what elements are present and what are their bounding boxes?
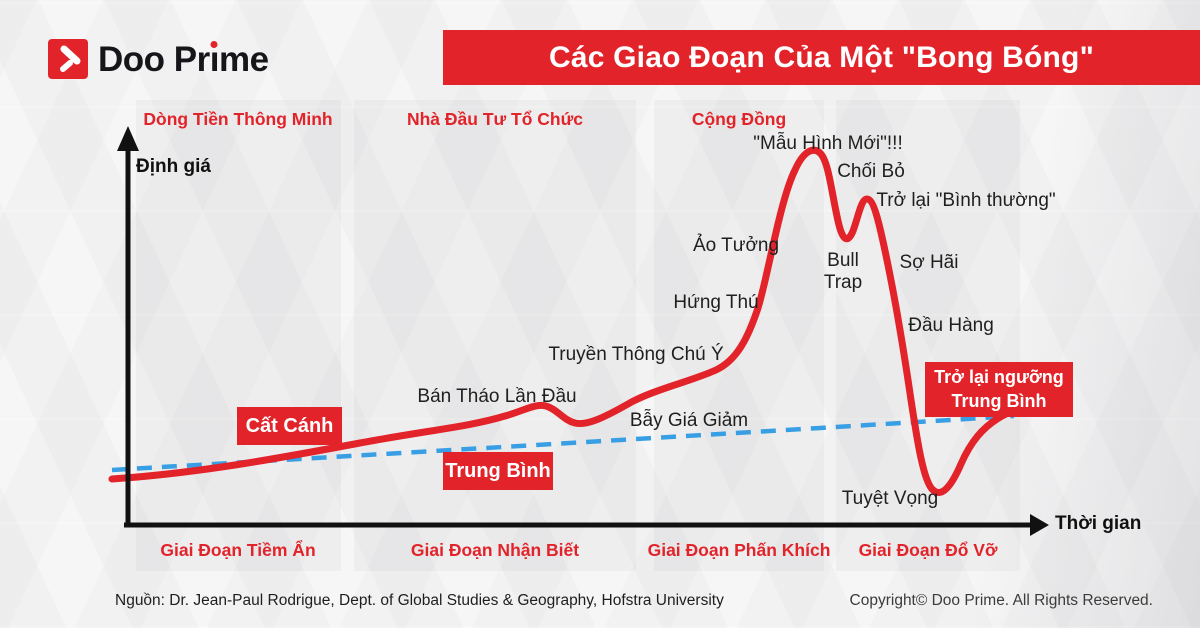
- top-phase-public: Cộng Đồng: [691, 109, 787, 129]
- bottom-phase-awareness: Giai Đoạn Nhận Biết: [410, 540, 580, 560]
- callout-mean: Trung Bình: [443, 452, 553, 490]
- annotation-media-attention: Truyền Thông Chú Ý: [548, 344, 724, 366]
- annotation-first-sell-off: Bán Tháo Lần Đầu: [417, 386, 577, 408]
- annotation-enthusiasm: Hứng Thú: [673, 292, 759, 314]
- y-axis-arrowhead: [117, 126, 139, 151]
- annotation-denial: Chối Bỏ: [837, 161, 905, 183]
- brand-wordmark: Doo Prıme: [98, 42, 269, 77]
- top-phase-smart-money: Dòng Tiền Thông Minh: [143, 109, 333, 129]
- brand-letter-i: ı: [209, 39, 220, 79]
- doo-prime-logo: Doo Prıme: [48, 36, 269, 82]
- bottom-phase-mania: Giai Đoạn Phấn Khích: [647, 540, 831, 560]
- bottom-phase-blowoff: Giai Đoạn Đổ Vỡ: [858, 540, 998, 560]
- doo-arrow-icon: [48, 39, 88, 79]
- brand-text-2: me: [218, 39, 269, 79]
- callout-return-to-mean: Trở lại ngưỡng Trung Bình: [925, 362, 1073, 417]
- annotation-delusion: Ảo Tưởng: [692, 235, 780, 257]
- page-title: Các Giao Đoạn Của Một "Bong Bóng": [548, 40, 1095, 74]
- annotation-bull-trap: Bull Trap: [823, 250, 863, 293]
- x-axis-label: Thời gian: [1055, 513, 1142, 534]
- callout-return-to-mean-line1: Trở lại ngưỡng: [934, 367, 1064, 388]
- annotation-new-paradigm: "Mẫu Hình Mới"!!!: [753, 133, 903, 155]
- x-axis-arrowhead: [1030, 514, 1049, 536]
- price-curve: [108, 146, 1018, 496]
- callout-return-to-mean-line2: Trung Bình: [951, 390, 1047, 411]
- annotation-return-to-normal: Trở lại "Bình thường": [876, 190, 1056, 212]
- callout-take-off: Cất Cánh: [237, 407, 342, 445]
- annotation-despair: Tuyệt Vọng: [841, 488, 939, 510]
- copyright-notice: Copyright© Doo Prime. All Rights Reserve…: [849, 592, 1153, 609]
- top-phase-institutional: Nhà Đầu Tư Tổ Chức: [406, 109, 584, 129]
- brand-text-1: Doo Pr: [98, 39, 210, 79]
- annotation-capitulation: Đầu Hàng: [908, 315, 994, 337]
- annotation-bear-trap: Bẫy Giá Giảm: [629, 410, 749, 432]
- title-banner: Các Giao Đoạn Của Một "Bong Bóng": [443, 30, 1200, 85]
- annotation-fear: Sợ Hãi: [899, 252, 959, 274]
- bottom-phase-stealth: Giai Đoạn Tiềm Ẩn: [160, 540, 316, 560]
- y-axis-label: Định giá: [136, 156, 211, 177]
- source-attribution: Nguồn: Dr. Jean-Paul Rodrigue, Dept. of …: [115, 592, 724, 609]
